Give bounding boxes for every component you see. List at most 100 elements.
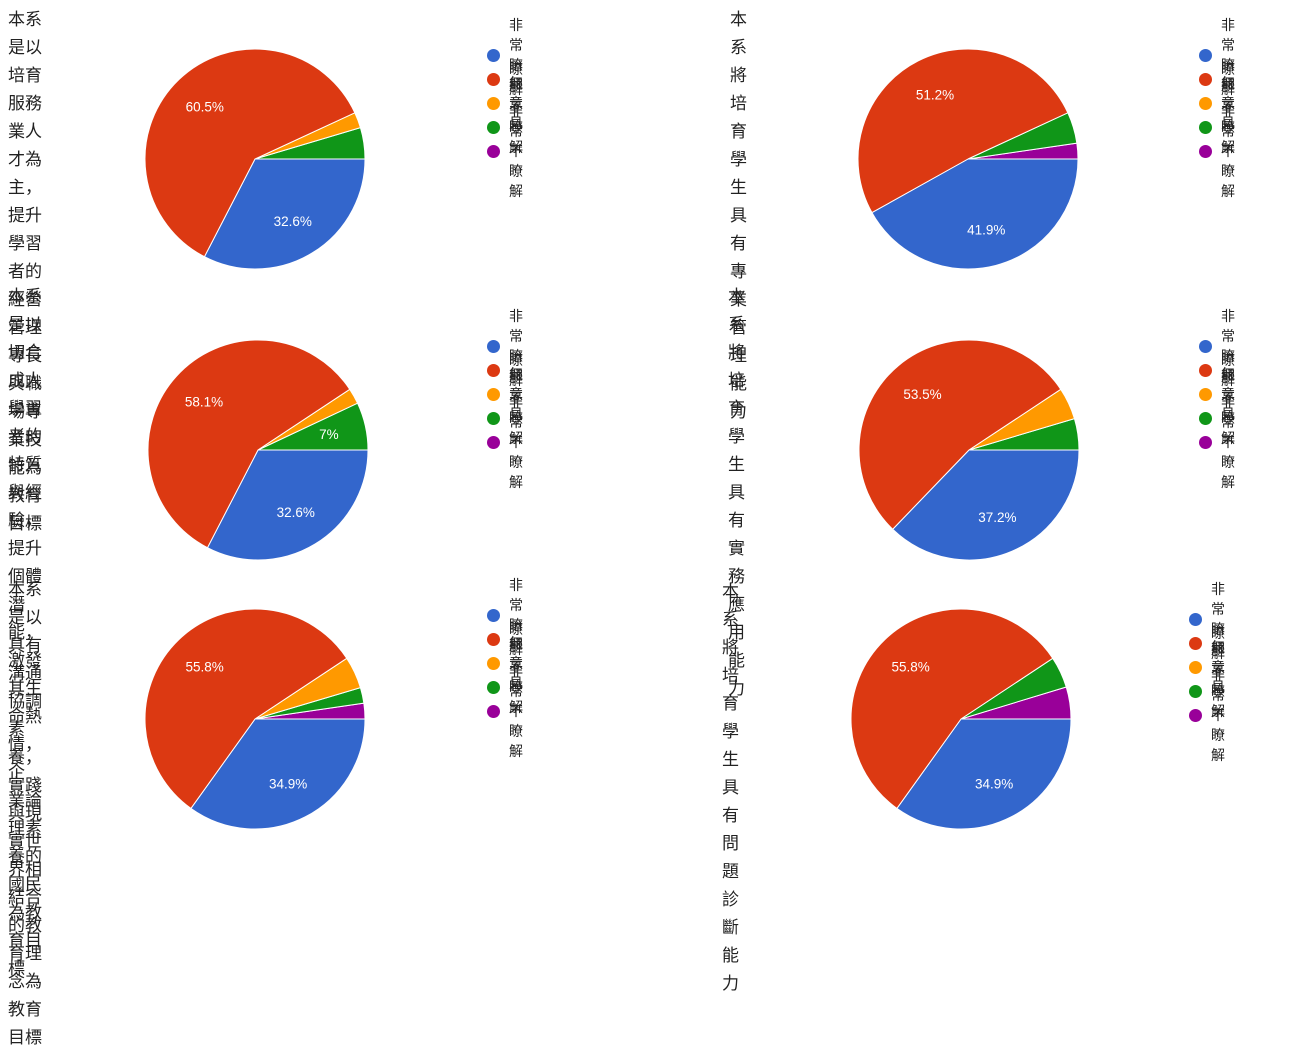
legend-item: 非常不瞭解 — [487, 664, 523, 760]
pie-chart-2: 41.9% 51.2% — [857, 48, 1079, 270]
legend-label: 無意見 — [1211, 640, 1225, 696]
legend-swatch-icon — [487, 48, 500, 62]
pie-chart-5: 34.9% 55.8% — [144, 608, 366, 830]
legend-swatch-icon — [1199, 96, 1212, 110]
slice-data-label: 51.2% — [916, 87, 954, 102]
chart-title-2: 本系將培育學生具有專業管理能力 — [730, 10, 747, 422]
legend-item: 無意見 — [487, 636, 523, 692]
legend-item: 瞭解 — [1199, 353, 1235, 389]
legend-item: 無意見 — [1189, 640, 1225, 696]
legend-swatch-icon — [487, 144, 500, 158]
chart-title-6: 本系將培育學生具有問題診斷能力 — [722, 582, 739, 994]
chart-title-3: 本系是以切合成人學習者的特質與經驗，提升個體潛能，激發其生命熱情，企 業論理素養… — [8, 287, 42, 979]
legend-item: 不瞭解 — [1189, 664, 1225, 720]
legend-label: 非常瞭解 — [1221, 309, 1235, 385]
pie-chart-1: 32.6% 60.5% — [144, 48, 366, 270]
slice-data-label: 60.5% — [186, 100, 224, 115]
slice-data-label: 34.9% — [975, 777, 1013, 792]
legend-item: 非常不瞭解 — [487, 104, 523, 200]
legend-item: 非常瞭解 — [1199, 309, 1235, 385]
legend-label: 不瞭解 — [509, 660, 523, 716]
legend-1: 非常瞭解 瞭解 無意見 不瞭解 非常不瞭解 — [487, 18, 523, 200]
legend-label: 無意見 — [509, 76, 523, 132]
slice-data-label: 58.1% — [185, 394, 223, 409]
legend-swatch-icon — [487, 680, 500, 694]
chart-title-1: 本系是以培育服務業人才為主，提升學習者的經營管理專長與職場專業技能為 教育目標 — [8, 10, 42, 534]
pie-slice-非常瞭解 — [891, 449, 1080, 561]
legend-swatch-icon — [1199, 144, 1212, 158]
legend-label: 無意見 — [509, 367, 523, 423]
pie-slice-非常瞭解 — [871, 158, 1079, 270]
legend-item: 瞭解 — [1199, 62, 1235, 98]
slice-data-label: 55.8% — [892, 660, 930, 675]
slice-data-label: 53.5% — [903, 387, 941, 402]
legend-label: 瞭解 — [509, 622, 523, 658]
pie-slice-非常瞭解 — [896, 718, 1072, 830]
legend-swatch-icon — [487, 120, 500, 134]
legend-swatch-icon — [1199, 120, 1212, 134]
legend-item: 不瞭解 — [487, 391, 523, 447]
legend-swatch-icon — [487, 339, 500, 353]
slice-data-label: 32.6% — [274, 214, 312, 229]
pie-chart-4: 37.2% 53.5% — [858, 339, 1080, 561]
legend-label: 非常瞭解 — [509, 18, 523, 94]
legend-3: 非常瞭解 瞭解 無意見 不瞭解 非常不瞭解 — [487, 309, 523, 491]
legend-item: 不瞭解 — [487, 660, 523, 716]
legend-swatch-icon — [487, 632, 500, 646]
legend-label: 瞭解 — [1211, 626, 1225, 662]
pie-slice-非常瞭解 — [190, 718, 366, 830]
legend-label: 瞭解 — [1221, 62, 1235, 98]
pie-slice-瞭解 — [858, 339, 1062, 530]
pie-slice-瞭解 — [857, 48, 1069, 214]
slice-data-label: 55.8% — [186, 660, 224, 675]
legend-label: 瞭解 — [509, 62, 523, 98]
legend-swatch-icon — [1189, 612, 1202, 626]
legend-swatch-icon — [487, 96, 500, 110]
legend-6: 非常瞭解 瞭解 無意見 不瞭解 非常不瞭解 — [1189, 582, 1225, 764]
legend-item: 不瞭解 — [1199, 391, 1235, 447]
legend-swatch-icon — [487, 704, 500, 718]
pie-slice-瞭解 — [147, 339, 351, 549]
legend-swatch-icon — [487, 608, 500, 622]
legend-4: 非常瞭解 瞭解 無意見 不瞭解 非常不瞭解 — [1199, 309, 1235, 491]
legend-label: 非常瞭解 — [509, 309, 523, 385]
legend-item: 瞭解 — [1189, 626, 1225, 662]
legend-swatch-icon — [1199, 363, 1212, 377]
legend-swatch-icon — [487, 411, 500, 425]
legend-swatch-icon — [1189, 684, 1202, 698]
legend-swatch-icon — [487, 656, 500, 670]
legend-swatch-icon — [1199, 435, 1212, 449]
legend-item: 非常瞭解 — [1189, 582, 1225, 658]
legend-swatch-icon — [1199, 339, 1212, 353]
legend-item: 無意見 — [487, 367, 523, 423]
legend-5: 非常瞭解 瞭解 無意見 不瞭解 非常不瞭解 — [487, 578, 523, 760]
legend-item: 無意見 — [487, 76, 523, 132]
chart-title-5: 本系是以具有溝通協調素養，實踐與現實世界相結合的教育理念為教育目標 — [8, 580, 42, 1048]
slice-data-label: 7% — [319, 427, 339, 442]
legend-item: 非常瞭解 — [487, 309, 523, 385]
legend-swatch-icon — [1199, 48, 1212, 62]
legend-item: 不瞭解 — [487, 100, 523, 156]
legend-label: 非常不瞭解 — [509, 104, 523, 200]
legend-swatch-icon — [487, 435, 500, 449]
legend-item: 無意見 — [1199, 367, 1235, 423]
legend-swatch-icon — [487, 72, 500, 86]
legend-item: 瞭解 — [487, 622, 523, 658]
pie-slice-非常瞭解 — [203, 158, 366, 270]
legend-label: 非常瞭解 — [1211, 582, 1225, 658]
legend-item: 非常瞭解 — [1199, 18, 1235, 94]
pie-slice-瞭解 — [144, 48, 356, 258]
legend-label: 不瞭解 — [1221, 391, 1235, 447]
slice-data-label: 37.2% — [978, 510, 1016, 525]
pie-slice-瞭解 — [144, 608, 348, 810]
legend-item: 無意見 — [1199, 76, 1235, 132]
pie-slice-瞭解 — [850, 608, 1054, 810]
legend-item: 非常不瞭解 — [1199, 104, 1235, 200]
pie-slice-非常瞭解 — [206, 449, 369, 561]
legend-label: 非常不瞭解 — [1211, 668, 1225, 764]
legend-label: 非常不瞭解 — [1221, 395, 1235, 491]
slice-data-label: 41.9% — [967, 222, 1005, 237]
legend-swatch-icon — [487, 363, 500, 377]
legend-label: 不瞭解 — [509, 391, 523, 447]
legend-label: 不瞭解 — [509, 100, 523, 156]
